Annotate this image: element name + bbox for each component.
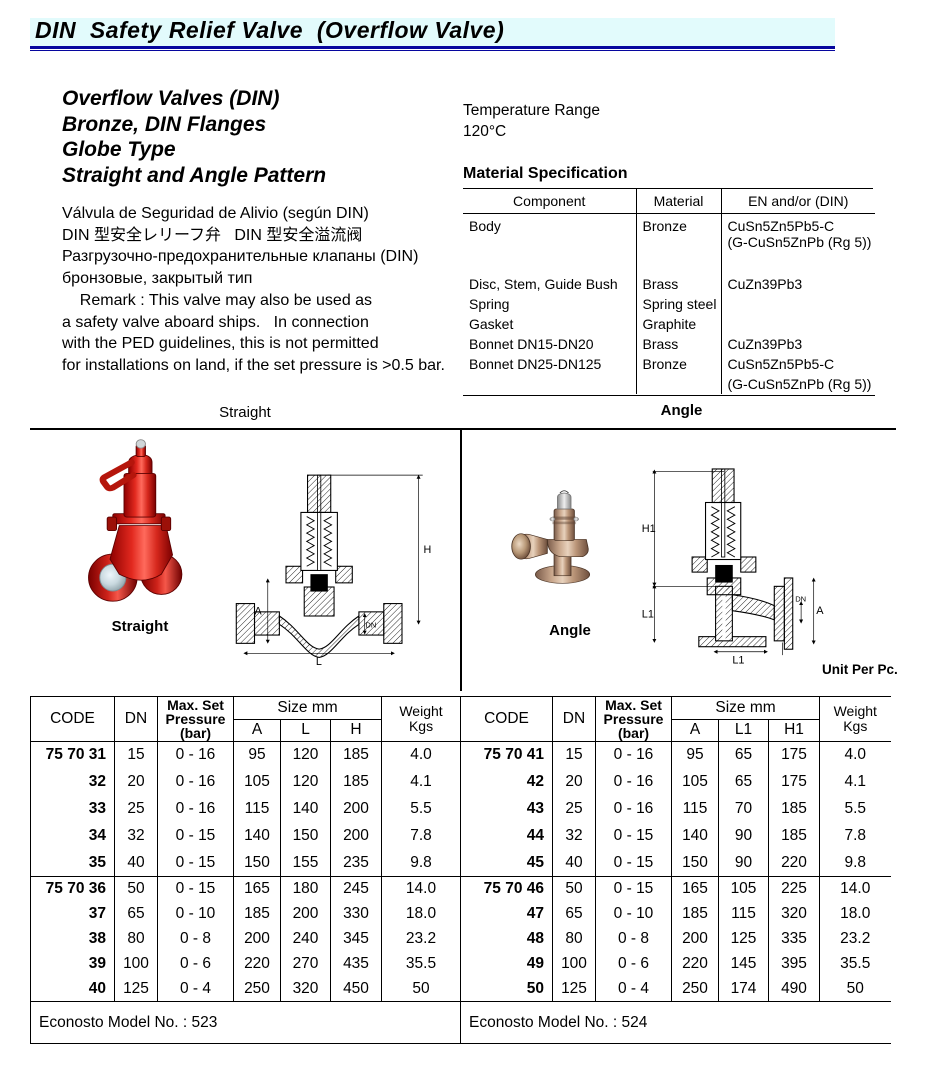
- svg-text:H: H: [424, 544, 432, 556]
- svg-text:L1: L1: [732, 654, 744, 666]
- svg-text:DN: DN: [366, 621, 377, 630]
- svg-text:H1: H1: [642, 523, 656, 535]
- svg-text:L1: L1: [642, 608, 654, 620]
- svg-text:DN: DN: [795, 594, 806, 603]
- svg-text:A: A: [816, 605, 824, 617]
- svg-text:A: A: [255, 605, 263, 617]
- svg-text:L: L: [316, 656, 322, 666]
